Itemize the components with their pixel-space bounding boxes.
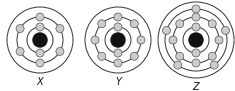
Text: Z: Z bbox=[193, 82, 199, 91]
Text: Y: Y bbox=[115, 77, 121, 87]
Circle shape bbox=[114, 23, 122, 31]
Circle shape bbox=[215, 36, 223, 44]
Circle shape bbox=[192, 49, 200, 57]
Circle shape bbox=[114, 59, 122, 67]
Circle shape bbox=[130, 20, 138, 28]
Circle shape bbox=[56, 48, 64, 56]
Circle shape bbox=[56, 24, 64, 32]
Text: X: X bbox=[37, 77, 43, 87]
Circle shape bbox=[192, 5, 200, 13]
Circle shape bbox=[176, 52, 184, 60]
Circle shape bbox=[114, 49, 122, 57]
Circle shape bbox=[36, 59, 44, 67]
Circle shape bbox=[36, 23, 44, 31]
Circle shape bbox=[111, 33, 125, 47]
Circle shape bbox=[98, 52, 106, 60]
Circle shape bbox=[221, 26, 230, 34]
Circle shape bbox=[210, 61, 218, 69]
Circle shape bbox=[114, 13, 122, 21]
Circle shape bbox=[91, 36, 99, 44]
Circle shape bbox=[36, 49, 44, 57]
Circle shape bbox=[36, 13, 44, 21]
Circle shape bbox=[192, 13, 200, 21]
Circle shape bbox=[16, 48, 24, 56]
Circle shape bbox=[137, 36, 145, 44]
Circle shape bbox=[208, 52, 216, 60]
Circle shape bbox=[192, 23, 200, 31]
Circle shape bbox=[189, 33, 203, 47]
Circle shape bbox=[163, 26, 171, 34]
Circle shape bbox=[176, 20, 184, 28]
Circle shape bbox=[33, 33, 47, 47]
Circle shape bbox=[98, 20, 106, 28]
Circle shape bbox=[192, 59, 200, 67]
Circle shape bbox=[169, 36, 177, 44]
Circle shape bbox=[174, 61, 182, 69]
Circle shape bbox=[130, 52, 138, 60]
Circle shape bbox=[208, 20, 216, 28]
Circle shape bbox=[16, 24, 24, 32]
